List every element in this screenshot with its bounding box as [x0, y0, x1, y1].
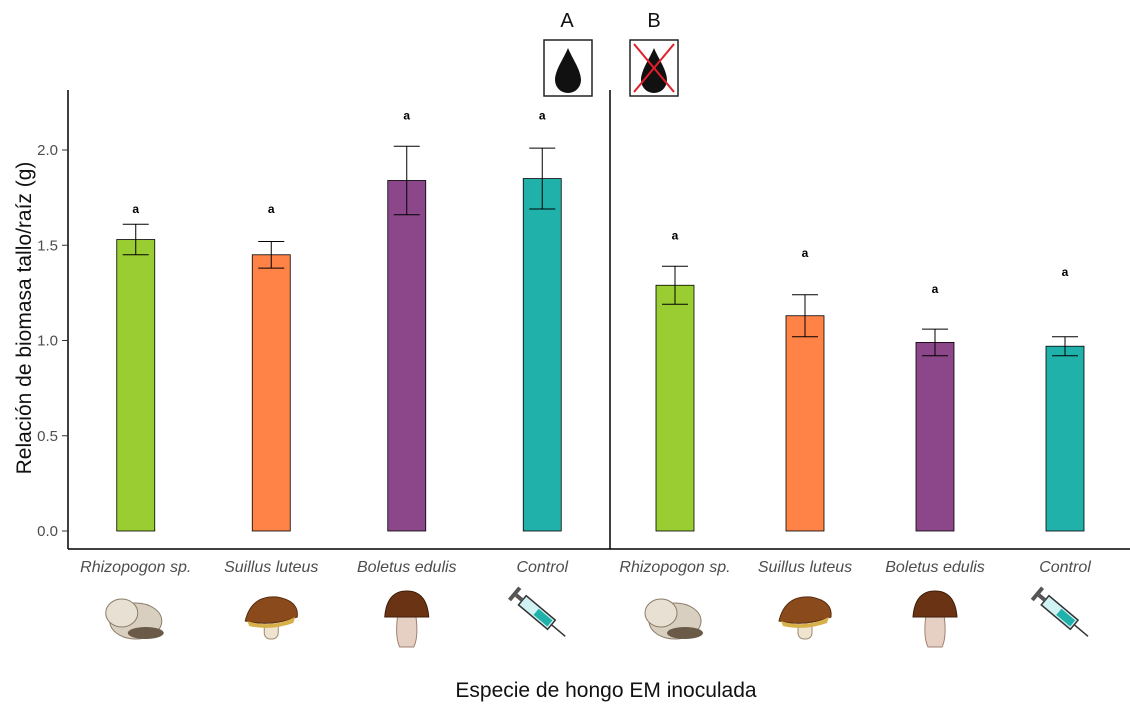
suillus-mushroom-icon [778, 596, 832, 640]
category-label: Rhizopogon sp. [80, 559, 191, 576]
mushroom-cap [384, 590, 430, 618]
mushroom-base [127, 627, 164, 639]
syringe-body [1030, 586, 1089, 637]
bar [387, 180, 427, 532]
syringe-plunger [514, 593, 524, 602]
category-label: Rhizopogon sp. [619, 559, 730, 576]
panel-label: A [560, 10, 574, 32]
bolete-mushroom-icon [384, 590, 430, 648]
y-tick-label: 1.0 [37, 333, 58, 350]
significance-label: a [1062, 265, 1069, 279]
mushroom-gills [781, 617, 829, 628]
significance-label: a [403, 109, 410, 123]
water-drop-icon [543, 39, 593, 97]
syringe-plunger [1037, 593, 1047, 602]
mushroom-cap [644, 598, 678, 628]
syringe-thumb [507, 586, 522, 602]
syringe-thumb [1030, 586, 1045, 602]
bar [655, 284, 695, 532]
significance-label: a [932, 282, 939, 296]
syringe-liquid [1056, 608, 1076, 627]
mushroom-stem [396, 614, 418, 648]
syringe-needle [1073, 624, 1089, 637]
significance-label: a [672, 229, 679, 243]
significance-label: a [802, 246, 809, 260]
syringe-needle [550, 624, 566, 637]
no-water-drop-icon [629, 39, 679, 97]
significance-label: a [539, 109, 546, 123]
mushroom-cap [912, 590, 958, 618]
y-tick-label: 0.5 [37, 428, 58, 445]
suillus-mushroom-icon [244, 596, 298, 640]
mushroom-gills [247, 617, 296, 628]
category-label: Suillus luteus [224, 559, 318, 576]
significance-label: a [132, 202, 139, 216]
significance-label: a [268, 202, 275, 216]
bar [785, 315, 825, 532]
mushroom-cap [778, 596, 832, 624]
mushroom-cap [105, 598, 139, 628]
syringe-icon [507, 586, 566, 637]
category-label: Control [516, 559, 568, 576]
bar [915, 342, 955, 532]
y-axis-title: Relación de biomasa tallo/raíz (g) [13, 162, 36, 475]
bar [116, 239, 156, 532]
category-label: Suillus luteus [758, 559, 852, 576]
mushroom-stem [924, 614, 946, 648]
category-label: Boletus edulis [885, 559, 985, 576]
syringe-liquid [533, 608, 553, 627]
y-tick-label: 2.0 [37, 142, 58, 159]
syringe-body [507, 586, 566, 637]
y-tick-label: 0.0 [37, 523, 58, 540]
category-label: Control [1039, 559, 1091, 576]
syringe-icon [1030, 586, 1089, 637]
bar [251, 254, 291, 532]
bar [522, 178, 562, 532]
panel-label: B [647, 10, 660, 32]
bar [1045, 345, 1085, 532]
bolete-mushroom-icon [912, 590, 958, 648]
truffle-mushroom-icon [105, 598, 164, 640]
mushroom-cap [244, 596, 298, 624]
x-axis-title: Especie de hongo EM inoculada [455, 679, 757, 702]
truffle-mushroom-icon [644, 598, 703, 640]
category-label: Boletus edulis [357, 559, 457, 576]
mushroom-base [667, 627, 703, 639]
y-tick-label: 1.5 [37, 237, 58, 254]
